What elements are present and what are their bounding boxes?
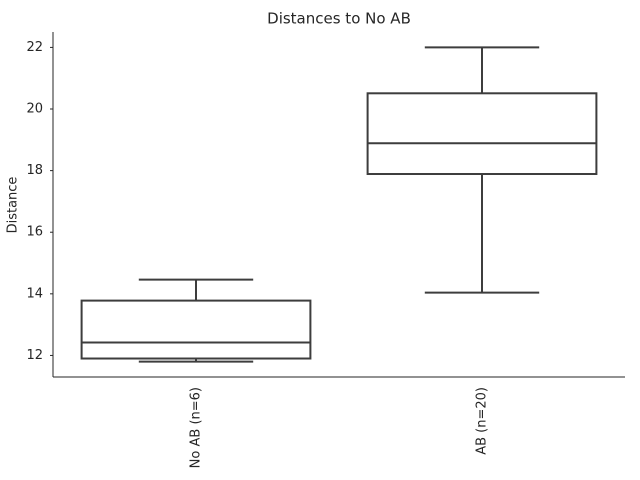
y-tick-label: 14 — [26, 286, 43, 301]
y-tick-label: 12 — [26, 348, 43, 363]
box — [366, 92, 598, 176]
x-tick-label: AB (n=20) — [475, 387, 490, 455]
x-tick-label: No AB (n=6) — [189, 387, 204, 468]
chart-title: Distances to No AB — [267, 10, 411, 28]
y-tick-label: 16 — [26, 225, 43, 240]
y-tick-label: 22 — [26, 40, 43, 55]
box — [80, 299, 312, 360]
y-tick-label: 18 — [26, 163, 43, 178]
y-axis-label: Distance — [6, 177, 21, 234]
y-tick-label: 20 — [26, 102, 43, 117]
